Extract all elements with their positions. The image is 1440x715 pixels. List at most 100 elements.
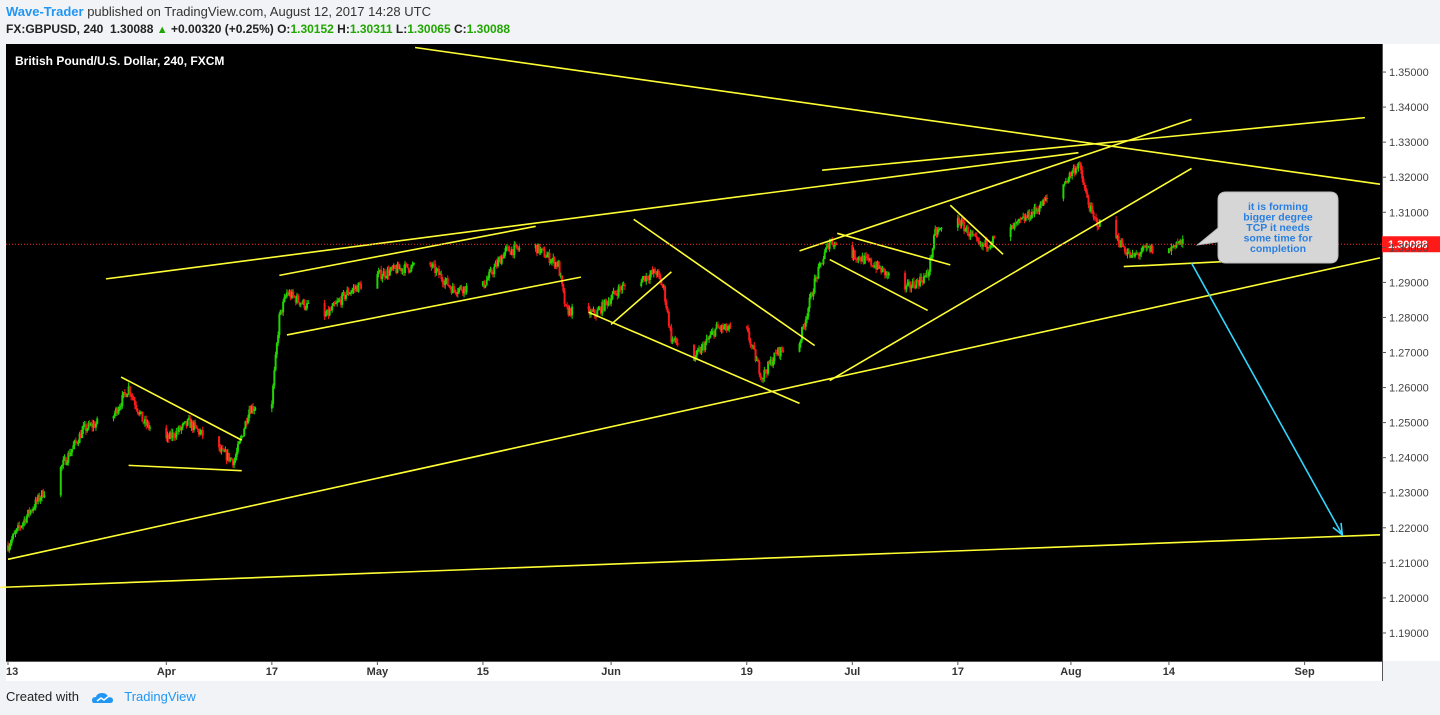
candle-body xyxy=(197,429,200,435)
candle-body xyxy=(504,247,507,253)
candle-body xyxy=(769,359,772,364)
trendline[interactable] xyxy=(822,116,1366,172)
candle-body xyxy=(383,271,386,278)
x-tick-label: May xyxy=(367,666,389,678)
candle-body xyxy=(959,223,962,226)
candle-body xyxy=(411,264,414,266)
trendline[interactable] xyxy=(588,311,800,405)
candle-body xyxy=(456,292,459,294)
candle-body xyxy=(940,227,943,229)
candle-body xyxy=(295,295,298,303)
candle-body xyxy=(77,442,80,444)
candle-body xyxy=(34,499,37,508)
trendline[interactable] xyxy=(633,218,816,347)
trendline[interactable] xyxy=(7,257,1381,561)
candle-body xyxy=(1062,184,1065,199)
candle-body xyxy=(1126,252,1129,255)
candle-body xyxy=(82,425,85,430)
candle-body xyxy=(1020,217,1023,220)
candle-body xyxy=(76,441,79,444)
candle-body xyxy=(1029,218,1032,220)
candle-body xyxy=(196,428,199,430)
tradingview-link[interactable]: TradingView xyxy=(124,689,196,704)
candle-body xyxy=(387,269,390,276)
candle-body xyxy=(458,288,461,293)
candle-body xyxy=(1132,253,1135,257)
candle-body xyxy=(140,411,143,413)
candle-body xyxy=(607,301,610,306)
annotation-text: some time for xyxy=(1244,233,1313,245)
trendline[interactable] xyxy=(829,167,1192,382)
candle-body xyxy=(883,269,886,276)
candle-body xyxy=(656,270,659,275)
candle-body xyxy=(587,306,590,309)
candle-body xyxy=(186,419,189,426)
trendline[interactable] xyxy=(286,276,582,336)
candle-body xyxy=(1167,248,1170,254)
trendline[interactable] xyxy=(1123,260,1230,268)
candle-body xyxy=(706,338,709,340)
candle-body xyxy=(757,359,760,362)
trendline[interactable] xyxy=(829,258,929,312)
candle-body xyxy=(554,262,557,267)
candle-body xyxy=(750,345,753,347)
trendline[interactable] xyxy=(279,225,536,277)
candle-body xyxy=(642,275,645,279)
price-axis[interactable] xyxy=(1382,44,1440,661)
candle-body xyxy=(885,271,888,276)
time-axis[interactable] xyxy=(6,661,1382,681)
candle-body xyxy=(812,292,815,297)
candle-body xyxy=(782,350,785,352)
candle-body xyxy=(958,217,961,224)
candle-body xyxy=(1027,211,1030,218)
candle-body xyxy=(184,421,187,423)
candle-body xyxy=(250,406,253,414)
candle-body xyxy=(819,263,822,265)
candle-body xyxy=(128,386,131,395)
candle-body xyxy=(921,281,924,283)
candle-body xyxy=(122,392,125,395)
candle-body xyxy=(877,261,880,269)
trendline[interactable] xyxy=(128,464,242,472)
candle-body xyxy=(331,305,334,311)
candle-body xyxy=(282,301,285,313)
candle-body xyxy=(659,274,662,279)
author-link[interactable]: Wave-Trader xyxy=(6,4,84,19)
trendline[interactable] xyxy=(610,271,672,326)
trendline[interactable] xyxy=(949,204,1004,255)
candle-body xyxy=(934,228,937,236)
trendline[interactable] xyxy=(105,151,1079,280)
candle-body xyxy=(600,307,603,314)
candle-body xyxy=(226,452,229,461)
candle-body xyxy=(59,466,62,496)
candle-body xyxy=(987,247,989,249)
candle-body xyxy=(1015,221,1018,224)
candle-body xyxy=(1024,216,1027,221)
candle-body xyxy=(290,291,293,298)
candle-body xyxy=(289,292,292,298)
candle-body xyxy=(292,291,295,296)
candle-body xyxy=(703,344,706,351)
projection-arrow[interactable] xyxy=(1190,262,1344,536)
candle-body xyxy=(868,258,871,261)
x-tick-label: 14 xyxy=(1163,666,1176,678)
candle-body xyxy=(714,328,717,337)
candle-body xyxy=(989,245,992,248)
candle-body xyxy=(483,281,486,288)
trendline[interactable] xyxy=(837,232,951,266)
candle-body xyxy=(886,271,889,276)
candle-body xyxy=(799,340,802,344)
trendline[interactable] xyxy=(414,46,1381,186)
candle-body xyxy=(409,271,412,273)
candle-body xyxy=(655,273,658,275)
candle-body xyxy=(341,293,344,305)
candle-body xyxy=(465,285,468,293)
x-tick-label: 19 xyxy=(741,666,753,678)
candle-body xyxy=(71,449,74,453)
candle-body xyxy=(199,431,202,435)
y-tick-label: 1.21000 xyxy=(1389,558,1429,570)
trendline[interactable] xyxy=(120,376,243,441)
trendline[interactable] xyxy=(0,533,1381,589)
annotation-callout[interactable] xyxy=(1195,191,1339,264)
